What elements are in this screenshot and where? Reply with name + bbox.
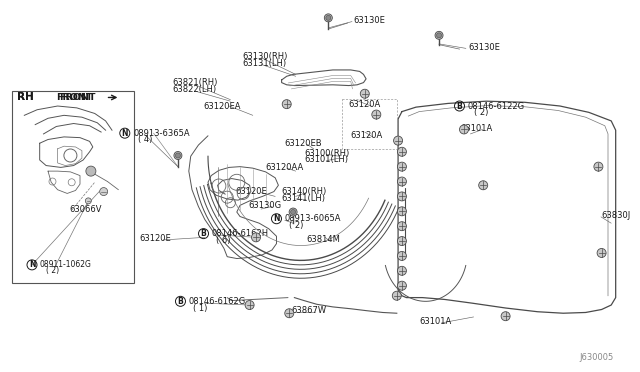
Text: RH: RH bbox=[17, 93, 33, 102]
Text: B: B bbox=[201, 229, 206, 238]
Circle shape bbox=[397, 281, 406, 290]
Text: ( 1): ( 1) bbox=[193, 304, 207, 312]
Text: ( 2): ( 2) bbox=[289, 221, 303, 230]
Text: ( 2): ( 2) bbox=[474, 108, 488, 117]
Circle shape bbox=[397, 162, 406, 171]
Text: 63120E: 63120E bbox=[140, 234, 172, 243]
Text: 63120A: 63120A bbox=[351, 131, 383, 140]
Text: 08146-6162G: 08146-6162G bbox=[188, 297, 245, 306]
Text: 63120EA: 63120EA bbox=[204, 102, 241, 110]
Bar bbox=[12, 91, 134, 283]
Text: 63867W: 63867W bbox=[291, 306, 326, 315]
Circle shape bbox=[397, 251, 406, 260]
Circle shape bbox=[435, 31, 443, 39]
Text: 63120EB: 63120EB bbox=[284, 139, 322, 148]
Circle shape bbox=[100, 187, 108, 196]
Text: 08146-6162H: 08146-6162H bbox=[211, 229, 268, 238]
Circle shape bbox=[397, 266, 406, 275]
Circle shape bbox=[289, 208, 297, 216]
Text: 63130(RH): 63130(RH) bbox=[242, 52, 287, 61]
Text: ( 4): ( 4) bbox=[138, 135, 152, 144]
Text: 63140(RH): 63140(RH) bbox=[282, 187, 327, 196]
Circle shape bbox=[282, 100, 291, 109]
Text: 63101(LH): 63101(LH) bbox=[304, 155, 348, 164]
Circle shape bbox=[597, 248, 606, 257]
Circle shape bbox=[392, 291, 401, 300]
Text: 63130E: 63130E bbox=[468, 43, 500, 52]
Text: 08911-1062G: 08911-1062G bbox=[40, 260, 92, 269]
Circle shape bbox=[397, 237, 406, 246]
Circle shape bbox=[594, 162, 603, 171]
Text: N: N bbox=[273, 214, 280, 223]
Text: 08913-6365A: 08913-6365A bbox=[133, 129, 189, 138]
Circle shape bbox=[86, 166, 96, 176]
Circle shape bbox=[479, 181, 488, 190]
Circle shape bbox=[460, 125, 468, 134]
Text: 08913-6065A: 08913-6065A bbox=[285, 214, 341, 223]
Circle shape bbox=[245, 301, 254, 310]
Text: 63130G: 63130G bbox=[248, 201, 282, 210]
Circle shape bbox=[436, 33, 442, 38]
Circle shape bbox=[360, 89, 369, 98]
Text: 63120AA: 63120AA bbox=[266, 163, 304, 172]
Text: 63814M: 63814M bbox=[306, 235, 340, 244]
Text: ( 2): ( 2) bbox=[46, 266, 60, 275]
Circle shape bbox=[85, 198, 92, 204]
Text: 63830J: 63830J bbox=[602, 211, 631, 220]
Circle shape bbox=[372, 110, 381, 119]
Circle shape bbox=[324, 14, 332, 22]
Text: 63130E: 63130E bbox=[353, 16, 385, 25]
Text: 63066V: 63066V bbox=[69, 205, 102, 214]
Circle shape bbox=[252, 233, 260, 242]
Text: 63821(RH): 63821(RH) bbox=[173, 78, 218, 87]
Text: ( 6): ( 6) bbox=[216, 236, 231, 245]
Text: J630005: J630005 bbox=[580, 353, 614, 362]
Circle shape bbox=[326, 15, 331, 20]
Text: 63131(LH): 63131(LH) bbox=[242, 59, 286, 68]
Circle shape bbox=[501, 312, 510, 321]
Circle shape bbox=[174, 151, 182, 160]
Circle shape bbox=[397, 207, 406, 216]
Circle shape bbox=[285, 309, 294, 318]
Circle shape bbox=[397, 192, 406, 201]
Circle shape bbox=[394, 136, 403, 145]
Circle shape bbox=[397, 177, 406, 186]
Text: B: B bbox=[178, 297, 183, 306]
Text: RH: RH bbox=[17, 93, 33, 102]
Text: 63120E: 63120E bbox=[236, 187, 268, 196]
Text: 63101A: 63101A bbox=[419, 317, 451, 326]
Text: FRONT: FRONT bbox=[56, 93, 93, 102]
Text: 63141(LH): 63141(LH) bbox=[282, 194, 326, 203]
Text: 08146-6122G: 08146-6122G bbox=[467, 102, 524, 110]
Text: 63120A: 63120A bbox=[349, 100, 381, 109]
Circle shape bbox=[397, 147, 406, 156]
Text: FRONT: FRONT bbox=[59, 93, 95, 102]
Circle shape bbox=[175, 153, 180, 158]
Text: N: N bbox=[29, 260, 35, 269]
Text: 63100(RH): 63100(RH) bbox=[304, 149, 349, 158]
Circle shape bbox=[291, 209, 296, 215]
Text: N: N bbox=[122, 129, 128, 138]
Text: 63101A: 63101A bbox=[461, 124, 493, 133]
Circle shape bbox=[397, 222, 406, 231]
Text: B: B bbox=[457, 102, 462, 110]
Text: 63822(LH): 63822(LH) bbox=[173, 85, 217, 94]
